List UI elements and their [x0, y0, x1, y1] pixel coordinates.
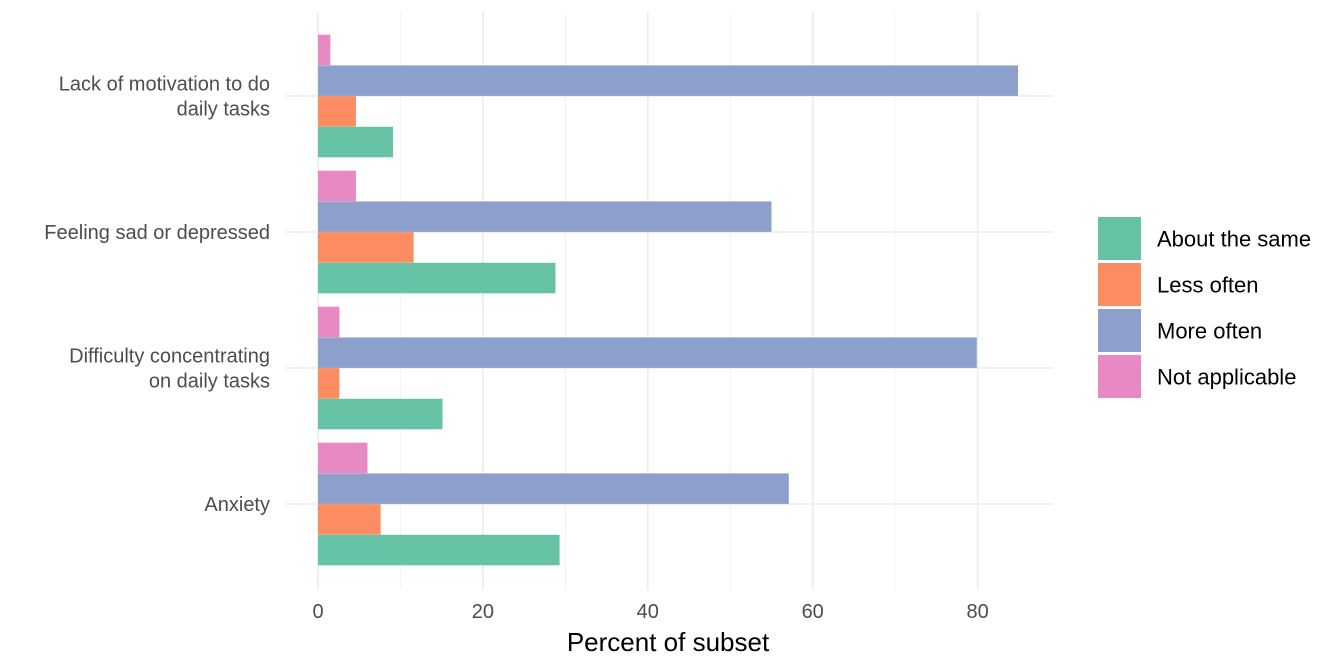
legend-swatch-not-applicable — [1098, 355, 1141, 398]
bar-about-the-same-lack-of-motivation-to-do-daily-tasks — [318, 126, 394, 158]
bar-about-the-same-feeling-sad-or-depressed — [318, 262, 556, 294]
bar-not-applicable-anxiety — [318, 442, 368, 474]
y-tick-label-difficulty-concentrating-on-daily-tasks: Difficulty concentrating on daily tasks — [69, 346, 270, 393]
bar-more-often-feeling-sad-or-depressed — [318, 201, 772, 232]
bars — [318, 34, 1019, 566]
bar-more-often-anxiety — [318, 473, 789, 504]
x-axis-labels: 0 20 40 60 80 — [312, 601, 988, 623]
x-axis-title: Percent of subset — [567, 627, 770, 657]
bar-less-often-lack-of-motivation-to-do-daily-tasks — [318, 96, 356, 127]
x-tick-label: 60 — [802, 601, 824, 623]
x-tick-label: 80 — [966, 601, 988, 623]
y-tick-label-anxiety: Anxiety — [204, 494, 270, 516]
x-tick-label: 40 — [637, 601, 659, 623]
x-tick-label: 0 — [312, 601, 323, 623]
bar-more-often-difficulty-concentrating-on-daily-tasks — [318, 337, 977, 368]
y-tick-label-feeling-sad-or-depressed: Feeling sad or depressed — [44, 222, 270, 244]
x-tick-label: 20 — [472, 601, 494, 623]
bar-less-often-anxiety — [318, 504, 381, 535]
y-axis-labels: Lack of motivation to do daily tasks Feeli… — [44, 74, 270, 517]
y-tick-label-lack-of-motivation-to-do-daily-tasks: Lack of motivation to do daily tasks — [59, 74, 270, 121]
bar-about-the-same-anxiety — [318, 534, 560, 566]
legend-swatch-less-often — [1098, 263, 1141, 306]
bar-less-often-difficulty-concentrating-on-daily-tasks — [318, 368, 340, 399]
bar-about-the-same-difficulty-concentrating-on-daily-tasks — [318, 398, 443, 430]
legend-label-more-often: More often — [1157, 319, 1262, 344]
legend-swatch-about-the-same — [1098, 217, 1141, 260]
legend-label-less-often: Less often — [1157, 273, 1259, 298]
grid-lines — [285, 12, 1053, 590]
legend-label-not-applicable: Not applicable — [1157, 365, 1296, 390]
bar-less-often-feeling-sad-or-depressed — [318, 232, 414, 263]
bar-not-applicable-difficulty-concentrating-on-daily-tasks — [318, 306, 340, 338]
bar-more-often-lack-of-motivation-to-do-daily-tasks — [318, 65, 1019, 96]
bar-not-applicable-lack-of-motivation-to-do-daily-tasks — [318, 34, 331, 66]
legend: About the same Less often More often Not ap… — [1098, 217, 1311, 398]
bar-not-applicable-feeling-sad-or-depressed — [318, 170, 356, 202]
legend-swatch-more-often — [1098, 309, 1141, 352]
legend-label-about-the-same: About the same — [1157, 227, 1311, 252]
